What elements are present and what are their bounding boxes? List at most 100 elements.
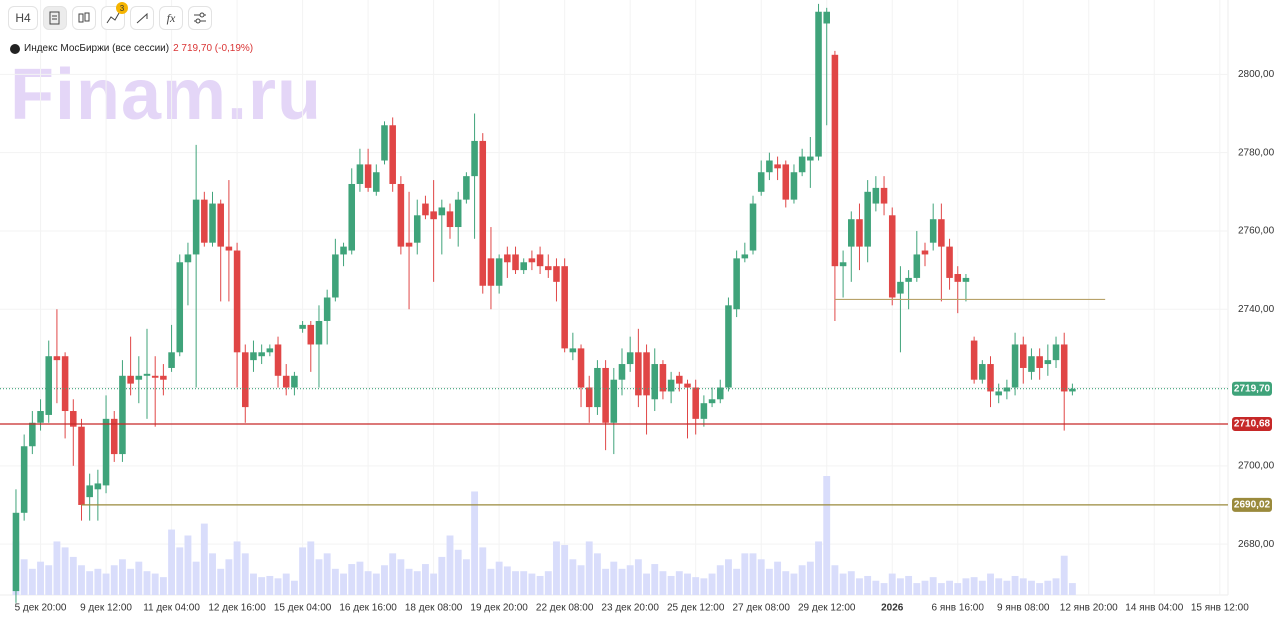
legend: Индекс МосБиржи (все сессии) 2 719,70 (-… (10, 43, 253, 54)
volume-bar (192, 561, 200, 595)
toolbar: H4 3 fx (8, 2, 212, 30)
candle-body (512, 254, 519, 271)
candle-body (749, 203, 757, 251)
volume-bar (692, 577, 700, 595)
candle-body (798, 156, 806, 173)
candle-body (438, 207, 446, 216)
volume-bar (356, 561, 364, 595)
candle-body (1011, 344, 1019, 388)
volume-bar (102, 573, 110, 595)
candle-body (962, 277, 970, 282)
candle-body (430, 211, 437, 220)
volume-bar (585, 541, 593, 595)
volume-bar (741, 553, 749, 595)
volume-bar (53, 541, 61, 595)
candle-body (987, 364, 994, 392)
volume-bar (675, 571, 683, 595)
drawing-button[interactable] (130, 6, 154, 30)
chart-type-button[interactable] (72, 6, 96, 30)
volume-bar (782, 571, 790, 595)
volume-bar (798, 565, 806, 595)
candle-body (266, 348, 274, 353)
volume-bar (471, 491, 479, 595)
volume-bar (110, 565, 118, 595)
volume-bar (446, 535, 454, 595)
x-tick-label: 12 дек 16:00 (208, 603, 266, 614)
volume-bar (78, 565, 85, 595)
instrument-button[interactable] (43, 6, 67, 30)
volume-bar (94, 568, 102, 595)
volume-bar (610, 561, 618, 595)
volume-bar (45, 565, 53, 595)
volume-bar (143, 571, 151, 595)
candle-body (676, 375, 683, 384)
candle-body (53, 356, 61, 361)
volume-bar (544, 571, 552, 595)
volume-bar (1036, 583, 1044, 595)
volume-bar (307, 541, 315, 595)
volume-bar (626, 565, 634, 595)
icon (78, 12, 90, 23)
candle-body (602, 367, 609, 423)
indicators-button[interactable]: 3 (101, 2, 128, 30)
candle-body (348, 183, 356, 251)
volume-bar (233, 541, 241, 595)
volume-bar (995, 578, 1003, 595)
candle-body (504, 254, 511, 263)
volume-bar (946, 580, 954, 595)
price-label: 2690,02 (1234, 500, 1271, 511)
volume-bar (1052, 578, 1060, 595)
volume-bar (921, 580, 929, 595)
volume-bar (716, 565, 724, 595)
interval-button[interactable]: H4 (8, 6, 38, 30)
volume-bar (348, 564, 356, 595)
candle-body (831, 54, 839, 267)
candle-body (782, 164, 790, 200)
volume-bar (462, 559, 470, 595)
candle-body (45, 356, 53, 415)
candle-body (880, 187, 888, 204)
candle-body (225, 246, 233, 251)
volume-bar (1019, 578, 1027, 595)
volume-bar (315, 559, 323, 595)
volume-bar (421, 564, 429, 595)
x-tick-label: 12 янв 20:00 (1060, 603, 1118, 614)
volume-bar (28, 568, 36, 595)
x-tick-label: 19 дек 20:00 (470, 603, 528, 614)
candle-body (29, 422, 36, 447)
y-tick-label: 2680,00 (1238, 539, 1275, 550)
candle-body (479, 140, 487, 286)
volume-bar (765, 568, 773, 595)
x-tick-label: 2026 (881, 603, 904, 614)
volume-bar (700, 578, 708, 595)
volume-bar (880, 583, 888, 595)
icon (194, 12, 206, 24)
candle-body (258, 352, 265, 357)
volume-bar (258, 577, 266, 595)
settings-button[interactable] (188, 6, 212, 30)
candle-body (241, 352, 249, 408)
candle-body (471, 140, 478, 177)
x-tick-label: 5 дек 20:00 (15, 603, 67, 614)
x-tick-label: 11 дек 04:00 (143, 603, 200, 614)
price-label: 2710,68 (1234, 419, 1271, 430)
candle-body (201, 199, 208, 243)
candle-body (446, 211, 454, 228)
x-tick-label: 15 дек 04:00 (274, 603, 332, 614)
volume-bar (536, 575, 544, 595)
volume-bar (405, 568, 413, 595)
candle-body (307, 324, 315, 345)
volume-bar (553, 541, 560, 595)
instrument-price: 2 719,70 (-0,19%) (173, 43, 254, 54)
formula-button[interactable]: fx (159, 6, 183, 30)
volume-bar (618, 568, 626, 595)
candle-body (422, 203, 429, 216)
volume-bar (176, 547, 184, 595)
volume-bar (241, 553, 249, 595)
volume-bar (937, 583, 945, 595)
candle-body (716, 387, 724, 400)
candle-body (1028, 356, 1035, 372)
candle-body (905, 277, 912, 282)
candle-body (643, 352, 650, 396)
candle-body (12, 512, 20, 592)
